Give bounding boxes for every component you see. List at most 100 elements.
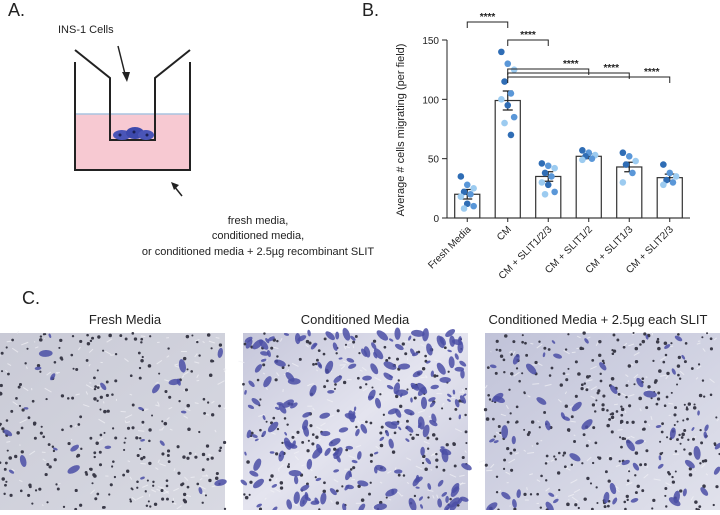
micrograph-pore	[454, 408, 457, 411]
micrograph-pore	[634, 474, 636, 476]
micrograph-pore	[604, 505, 607, 508]
micrograph-pore	[416, 434, 418, 436]
micrograph-pore	[334, 383, 337, 386]
data-point	[504, 60, 511, 67]
data-point	[458, 193, 465, 200]
micrograph-pore	[651, 507, 653, 509]
micrograph-pore	[45, 473, 48, 476]
micrograph-pore	[584, 382, 586, 384]
micrograph-pore	[249, 481, 252, 484]
data-point	[670, 179, 677, 186]
micrograph-pore	[402, 342, 405, 345]
micrograph-pore	[75, 368, 78, 371]
micrograph-pore	[611, 377, 615, 381]
micrograph-pore	[154, 503, 157, 506]
micrograph-pore	[185, 388, 188, 391]
micrograph-pore	[677, 374, 680, 377]
micrograph-pore	[123, 449, 125, 451]
micrograph-pore	[513, 449, 516, 452]
micrograph-pore	[661, 431, 664, 434]
panel-label: B.	[362, 0, 379, 20]
micrograph-pore	[139, 367, 141, 369]
micrograph-pore	[623, 346, 626, 349]
micrograph-pore	[571, 464, 573, 466]
micrograph-pore	[301, 441, 304, 444]
micrograph-pore	[692, 438, 695, 441]
micrograph-pore	[164, 390, 167, 393]
micrograph-pore	[511, 353, 513, 355]
micrograph-pore	[80, 448, 82, 450]
micrograph-pore	[99, 409, 101, 411]
micrograph-pore	[172, 501, 174, 503]
micrograph-pore	[125, 338, 128, 341]
micrograph-pore	[167, 449, 170, 452]
data-point	[620, 149, 627, 156]
micrograph-pore	[492, 418, 495, 421]
micrograph-pore	[203, 398, 206, 401]
micrograph-pore	[211, 457, 214, 460]
micrograph-pore	[658, 369, 662, 373]
micrograph-pore	[111, 465, 113, 467]
y-axis-label: Average # cells migrating (per field)	[395, 44, 407, 217]
micrograph-pore	[1, 477, 4, 480]
micrograph-texture	[103, 401, 104, 403]
micrograph-pore	[693, 403, 695, 405]
data-point	[508, 90, 515, 97]
micrograph-pore	[207, 333, 211, 337]
micrographs	[0, 327, 720, 510]
micrograph-cell	[288, 378, 301, 384]
micrograph-pore	[315, 363, 318, 366]
micrograph-pore	[148, 462, 151, 465]
micrograph-cell	[320, 431, 330, 436]
micrograph-pore	[89, 437, 92, 440]
micrograph-pore	[631, 421, 634, 424]
micrograph-pore	[99, 463, 102, 466]
micrograph-pore	[96, 493, 99, 496]
micrograph-pore	[536, 493, 539, 496]
micrograph-pore	[510, 372, 513, 375]
micrograph-pore	[411, 437, 414, 440]
micrograph-pore	[586, 444, 589, 447]
micrograph-pore	[644, 463, 647, 466]
micrograph-pore	[39, 338, 43, 342]
micrograph-pore	[187, 428, 191, 432]
micrograph-pore	[619, 436, 621, 438]
micrograph-pore	[597, 456, 599, 458]
data-point	[660, 161, 667, 168]
micrograph-pore	[90, 340, 92, 342]
micrograph-pore	[306, 449, 309, 452]
micrograph-pore	[26, 348, 28, 350]
micrograph-pore	[414, 397, 417, 400]
data-point	[501, 120, 508, 127]
micrograph-pore	[15, 397, 18, 400]
micrograph-pore	[524, 392, 526, 394]
micrograph-pore	[446, 443, 449, 446]
micrograph-pore	[33, 423, 36, 426]
micrograph-pore	[94, 388, 96, 390]
micrograph-pore	[618, 393, 621, 396]
micrograph-pore	[63, 506, 65, 508]
micrograph-pore	[507, 421, 510, 424]
micrograph-texture	[691, 404, 692, 406]
micrograph-pore	[134, 337, 137, 340]
significance-label: ****	[520, 30, 536, 41]
micrograph-texture	[138, 431, 144, 432]
micrograph-pore	[581, 462, 583, 464]
micrograph-pore	[656, 340, 659, 343]
micrograph-pore	[132, 488, 134, 490]
micrograph-pore	[508, 389, 510, 391]
micrograph-pore	[683, 429, 686, 432]
micrograph-pore	[702, 460, 705, 463]
data-point	[660, 181, 667, 188]
micrograph-pore	[531, 420, 534, 423]
micrograph-pore	[558, 452, 561, 455]
micrograph-pore	[442, 469, 445, 472]
micrograph-pore	[486, 417, 490, 421]
data-point	[626, 153, 633, 160]
micrograph-pore	[602, 394, 605, 397]
micrograph-pore	[495, 372, 498, 375]
micrograph-pore	[399, 405, 402, 408]
micrograph-pore	[698, 505, 701, 508]
micrograph-pore	[67, 442, 70, 445]
